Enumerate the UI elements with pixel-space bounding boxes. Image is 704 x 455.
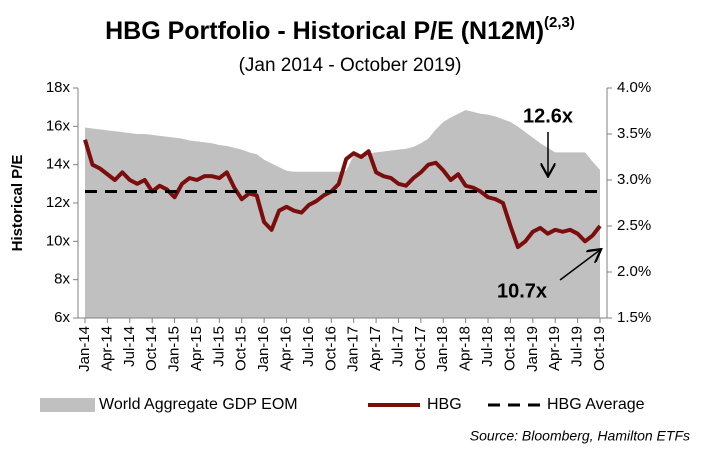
y2-tick-label: 3.5% bbox=[617, 125, 651, 142]
x-tick-label: Jan-19 bbox=[524, 326, 541, 372]
gdp-area bbox=[85, 110, 600, 318]
annotation: 12.6x bbox=[523, 105, 573, 127]
x-tick-label: Jul-17 bbox=[389, 326, 406, 367]
x-tick-label: Jul-19 bbox=[569, 326, 586, 367]
y-axis-label: Historical P/E bbox=[9, 155, 26, 252]
y-tick-label: 6x bbox=[54, 309, 70, 326]
x-tick-label: Apr-16 bbox=[277, 326, 294, 371]
x-tick-label: Jul-18 bbox=[479, 326, 496, 367]
legend-label: HBG bbox=[427, 396, 462, 413]
y-tick-label: 12x bbox=[46, 194, 71, 211]
x-tick-label: Jan-15 bbox=[166, 326, 183, 372]
x-tick-label: Oct-16 bbox=[322, 326, 339, 371]
legend-label: World Aggregate GDP EOM bbox=[99, 396, 298, 413]
x-tick-label: Jul-14 bbox=[121, 326, 138, 367]
x-tick-label: Apr-15 bbox=[188, 326, 205, 371]
legend-swatch bbox=[40, 398, 95, 412]
y2-tick-label: 2.0% bbox=[617, 263, 651, 280]
y-tick-label: 18x bbox=[46, 79, 71, 96]
x-tick-label: Oct-17 bbox=[412, 326, 429, 371]
x-tick-label: Jul-15 bbox=[210, 326, 227, 367]
x-tick-label: Jan-17 bbox=[345, 326, 362, 372]
x-tick-label: Apr-17 bbox=[367, 326, 384, 371]
legend-label: HBG Average bbox=[547, 396, 645, 413]
y-tick-label: 10x bbox=[46, 232, 71, 249]
x-tick-label: Oct-19 bbox=[591, 326, 608, 371]
x-tick-label: Jul-16 bbox=[300, 326, 317, 367]
source: Source: Bloomberg, Hamilton ETFs bbox=[470, 428, 690, 444]
x-tick-label: Jan-16 bbox=[255, 326, 272, 372]
annotation-arrow bbox=[559, 250, 600, 281]
x-tick-label: Apr-14 bbox=[98, 326, 115, 371]
x-tick-label: Jan-18 bbox=[434, 326, 451, 372]
x-tick-label: Oct-18 bbox=[501, 326, 518, 371]
y2-tick-label: 4.0% bbox=[617, 79, 651, 96]
y2-tick-label: 2.5% bbox=[617, 217, 651, 234]
x-tick-label: Jan-14 bbox=[76, 326, 93, 372]
y-tick-label: 16x bbox=[46, 117, 71, 134]
subtitle: (Jan 2014 - October 2019) bbox=[239, 55, 462, 76]
hbg-line bbox=[83, 139, 602, 250]
x-tick-label: Oct-15 bbox=[233, 326, 250, 371]
y2-tick-label: 3.0% bbox=[617, 171, 651, 188]
annotation: 10.7x bbox=[497, 280, 547, 302]
y-tick-label: 8x bbox=[54, 271, 70, 288]
x-tick-label: Apr-18 bbox=[457, 326, 474, 371]
y2-tick-label: 1.5% bbox=[617, 309, 651, 326]
chart-title: HBG Portfolio - Historical P/E (N12M)(2,… bbox=[105, 14, 575, 45]
x-tick-label: Oct-14 bbox=[143, 326, 160, 371]
x-tick-label: Apr-19 bbox=[546, 326, 563, 371]
y-tick-label: 14x bbox=[46, 156, 71, 173]
